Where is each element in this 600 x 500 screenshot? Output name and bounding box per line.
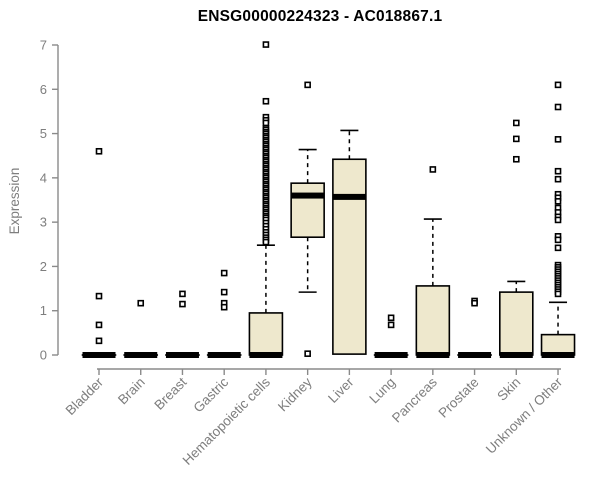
x-tick-label: Gastric [190,374,231,415]
x-tick-label: Unknown / Other [483,374,566,457]
x-tick-label: Liver [325,374,357,406]
outlier-point-breast [179,300,186,308]
median-gastric [207,352,241,358]
median-prostate [458,352,492,358]
outlier-point-gastric [220,288,228,296]
x-tick-label: Skin [494,375,523,404]
outlier-point-kidney [304,81,311,89]
chart-title: ENSG00000224323 - AC018867.1 [197,8,443,25]
y-tick-label: 6 [40,82,47,97]
x-tick-label: Breast [151,374,189,412]
x-tick-label: Bladder [63,374,107,418]
median-unknown-other [541,352,575,358]
box-unknown-other [540,333,576,356]
outlier-point-bladder [95,337,103,345]
outlier-point-unknown-other [554,167,562,175]
box-pancreas [415,285,451,356]
median-skin [499,352,533,358]
outlier-point-unknown-other [554,216,562,224]
median-pancreas [416,352,450,358]
median-kidney [291,192,325,199]
box-hematopoietic-cells [248,312,284,356]
outlier-point-hematopoietic-cells [262,97,270,105]
x-tick-label: Prostate [436,375,482,421]
median-bladder [82,352,116,358]
outlier-point-skin [512,135,520,143]
outlier-point-hematopoietic-cells [262,41,270,48]
outlier-point-lung [387,321,395,329]
median-hematopoietic-cells [249,352,283,358]
box-skin [498,291,534,356]
x-tick-label: Kidney [275,374,315,414]
outlier-point-bladder [95,292,103,300]
outlier-point-unknown-other [554,244,562,252]
y-tick-label: 3 [40,215,47,230]
outlier-point-bladder [95,321,103,329]
outlier-point-skin [512,119,520,127]
outlier-point-unknown-other [554,175,562,183]
box-liver [332,158,367,355]
y-tick-label: 1 [40,303,47,318]
outlier-point-unknown-other [554,236,562,244]
outlier-point-brain [137,299,145,307]
y-tick-label: 0 [40,348,47,363]
x-tick-label: Pancreas [389,374,440,425]
outlier-point-lung [387,314,395,322]
y-tick-label: 2 [40,259,47,274]
x-tick-label: Brain [115,375,148,408]
box-kidney [290,182,325,238]
outlier-point-unknown-other [554,290,562,298]
outlier-point-skin [512,155,520,163]
median-breast [165,352,199,358]
outlier-point-bladder [95,147,103,155]
x-tick-label: Lung [366,375,398,407]
outlier-point-hematopoietic-cells [262,119,270,127]
y-tick-label: 4 [40,170,47,185]
outlier-point-unknown-other [554,103,562,111]
median-lung [374,352,408,358]
y-tick-label: 7 [40,37,47,52]
outlier-point-hematopoietic-cells [262,238,270,246]
median-brain [124,352,158,358]
outlier-point-unknown-other [554,136,562,143]
outlier-point-unknown-other [554,198,562,205]
outlier-point-unknown-other [554,81,562,89]
outlier-point-gastric [220,269,228,277]
outlier-point-pancreas [429,166,437,173]
y-tick-label: 5 [40,126,47,141]
outlier-point-gastric [220,303,228,311]
median-liver [332,193,366,200]
outlier-point-breast [179,290,186,298]
outlier-point-prostate [471,299,478,307]
outlier-point-kidney [304,350,311,357]
